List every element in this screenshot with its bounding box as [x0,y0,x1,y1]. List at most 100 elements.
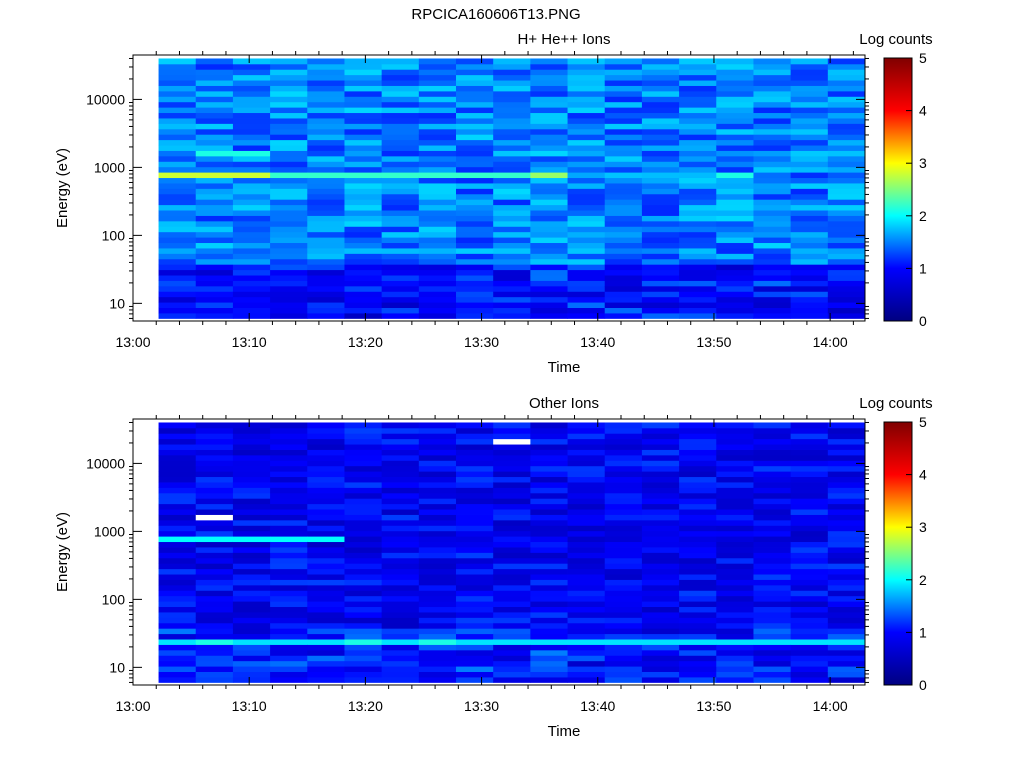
heatmap-cell [604,302,643,308]
heatmap-cell [195,454,234,461]
heatmap-cell [307,199,345,206]
heatmap-cell [158,460,197,467]
heatmap-cell [530,69,568,76]
heatmap-cell [530,557,568,564]
heatmap-cell [493,606,531,613]
heatmap-cell [641,617,680,624]
y-tick-label: 1000 [94,523,125,539]
heatmap-cell [344,541,383,548]
heatmap-cell [456,606,494,613]
heatmap-cell [195,519,234,526]
heatmap-cell [604,541,643,548]
heatmap-cell [456,671,494,678]
heatmap-cell [418,204,457,211]
heatmap-cell [381,622,420,629]
heatmap-cell [641,188,680,195]
heatmap-cell [381,248,420,254]
heatmap-cell [493,101,531,108]
heatmap-cell [381,210,420,216]
heatmap-cell [381,145,420,151]
heatmap-cell [232,134,271,141]
heatmap-cell [567,438,606,445]
heatmap-cell [381,530,420,537]
heatmap-cell [790,677,829,683]
heatmap-cell [493,80,531,86]
heatmap-cell [827,199,866,206]
heatmap-cell [381,188,420,195]
heatmap-cell [530,541,568,548]
heatmap-cell [604,107,643,114]
heatmap-cell [604,215,643,222]
heatmap-cell [530,253,568,260]
heatmap-cell [530,90,568,97]
heatmap-cell [827,590,866,597]
heatmap-cell [418,285,457,292]
heatmap-cell [232,74,271,81]
heatmap-cell [232,492,271,499]
heatmap-cell [567,449,606,456]
heatmap-cell [232,183,271,189]
heatmap-cell [232,285,271,292]
heatmap-cell [567,258,606,265]
heatmap-cell [270,476,308,483]
heatmap-cell [158,568,197,575]
heatmap-cell [604,530,643,537]
heatmap-cell [679,313,717,319]
heatmap-cell [195,242,234,249]
heatmap-cell [270,601,308,608]
heatmap-cell [679,237,717,244]
heatmap-cell [270,123,308,130]
heatmap-cell [567,552,606,559]
heatmap-cell [195,482,234,488]
heatmap-cell [232,617,271,624]
heatmap-cell [604,63,643,70]
heatmap-cell [753,118,792,124]
heatmap-cell [270,188,308,195]
heatmap-cell [493,444,531,450]
heatmap-cell [344,595,383,602]
heatmap-cell [418,471,457,478]
heatmap-cell [790,107,829,114]
heatmap-cell [418,139,457,146]
heatmap-cell [381,253,420,260]
heatmap-cell [790,269,829,276]
heatmap-cell [716,280,754,287]
heatmap-cell [344,183,383,189]
heatmap-cell [641,123,680,130]
heatmap-cell [679,487,717,494]
heatmap-cell [827,454,866,461]
heatmap-cell [753,590,792,597]
heatmap-cell [716,633,754,640]
y-tick-label: 100 [102,591,126,607]
heatmap-cell [270,525,308,532]
heatmap-cell [158,427,197,434]
heatmap-cell [790,199,829,206]
heatmap-cell [270,220,308,227]
heatmap-cell [827,123,866,130]
heatmap-cell [381,655,420,662]
heatmap-cell [195,204,234,211]
heatmap-cell [753,422,792,429]
heatmap-cell [493,193,531,200]
heatmap-cell [604,660,643,667]
heatmap-cell [641,677,680,683]
heatmap-cell [232,433,271,440]
heatmap-cell [790,118,829,124]
heatmap-cell [270,193,308,200]
heatmap-cell [232,536,271,543]
heatmap-cell [307,563,345,570]
heatmap-cell [679,644,717,651]
heatmap-cell [641,449,680,456]
heatmap-cell [344,58,383,65]
heatmap-cell [270,139,308,146]
heatmap-cell [530,101,568,108]
heatmap-cell [827,622,866,629]
heatmap-cell [344,215,383,222]
heatmap-cell [753,128,792,135]
heatmap-cell [530,302,568,308]
heatmap-cell [790,161,829,168]
heatmap-cell [456,226,494,233]
heatmap-cell [716,258,754,265]
heatmap-cell [530,134,568,141]
heatmap-cell [270,574,308,580]
